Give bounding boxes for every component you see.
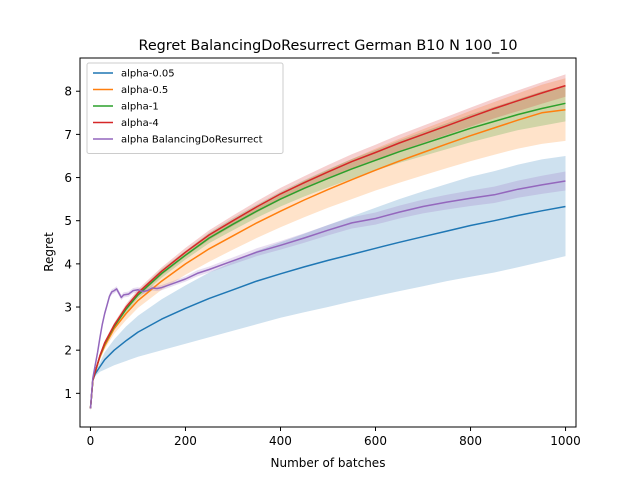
legend: alpha-0.05 alpha-0.5 alpha-1 alpha-4 alpha B… <box>86 62 284 154</box>
y-axis-label: Regret <box>42 232 56 272</box>
legend-entry: alpha-1 <box>121 102 159 113</box>
series-line-1 <box>89 205 566 409</box>
legend-entry: alpha-4 <box>121 118 159 129</box>
series-lines <box>89 84 566 409</box>
y-tick-label: 8 <box>64 85 72 99</box>
confidence-band-series-1 <box>90 156 566 411</box>
x-tick-label: 0 <box>87 434 95 448</box>
y-tick-label: 1 <box>64 387 72 401</box>
confidence-band-series-5 <box>90 171 566 411</box>
y-tick-label: 3 <box>64 301 72 315</box>
axes-frame <box>79 57 577 428</box>
plot-area: 0 200 400 600 800 1000 1 2 3 4 5 6 7 8 <box>64 57 581 448</box>
y-axis-ticks: 1 2 3 4 5 6 7 8 <box>64 85 80 401</box>
confidence-band-series-2 <box>90 78 566 411</box>
confidence-band-series-3 <box>90 85 566 410</box>
legend-entry: alpha-0.05 <box>121 69 175 80</box>
x-axis-ticks: 0 200 400 600 800 1000 <box>87 427 581 448</box>
series-line-2 <box>89 109 566 409</box>
x-tick-label: 600 <box>364 434 387 448</box>
confidence-band-series-4 <box>90 74 566 410</box>
x-axis-label: Number of batches <box>271 456 386 470</box>
legend-box <box>86 62 284 154</box>
legend-entry: alpha-0.5 <box>121 85 168 96</box>
confidence-bands <box>90 74 566 411</box>
series-line-4 <box>89 84 566 409</box>
chart-title: Regret BalancingDoResurrect German B10 N… <box>138 38 517 54</box>
y-tick-label: 7 <box>64 128 72 142</box>
y-tick-label: 2 <box>64 344 72 358</box>
x-tick-label: 400 <box>269 434 292 448</box>
x-tick-label: 1000 <box>550 434 581 448</box>
y-tick-label: 5 <box>64 214 72 228</box>
x-tick-label: 800 <box>459 434 482 448</box>
series-line-5 <box>89 180 566 409</box>
y-tick-label: 4 <box>64 257 72 271</box>
x-tick-label: 200 <box>174 434 197 448</box>
legend-entry: alpha BalancingDoResurrect <box>121 135 263 146</box>
y-tick-label: 6 <box>64 171 72 185</box>
